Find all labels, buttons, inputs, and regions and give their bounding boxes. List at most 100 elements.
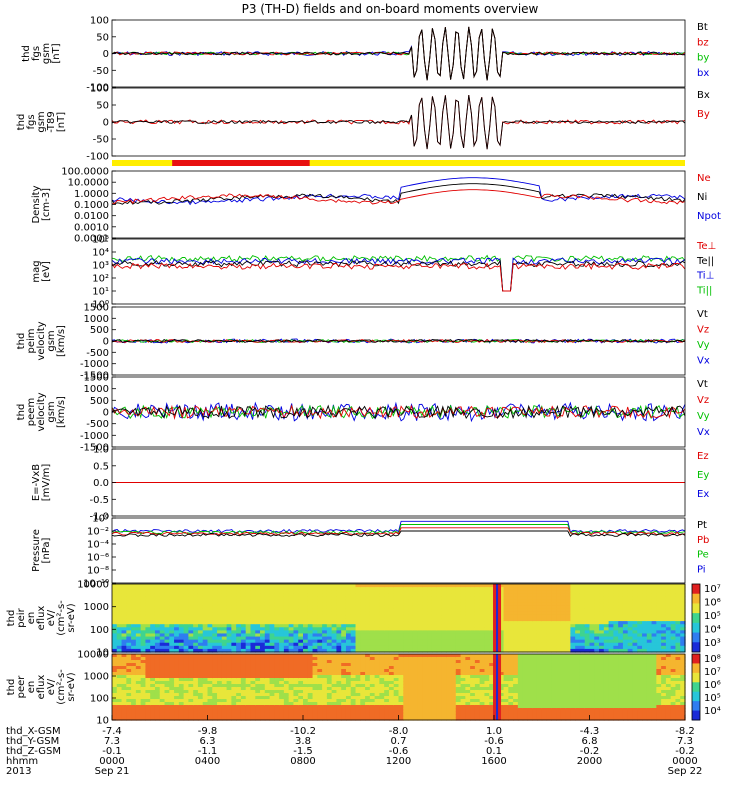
peir-spectrogram-cell (508, 614, 514, 619)
peer-spectrogram-cell (226, 660, 232, 664)
peir-spectrogram-cell (427, 633, 433, 638)
peir-spectrogram-cell (541, 587, 548, 591)
peer-spectrogram-cell (150, 705, 156, 709)
peer-spectrogram-cell (536, 684, 543, 688)
peir-spectrogram-cell (427, 602, 433, 607)
peer-spectrogram-cell (465, 702, 471, 706)
peir-spectrogram-cell (479, 633, 486, 638)
peir-spectrogram-cell (479, 642, 486, 647)
peer-spectrogram-cell (188, 717, 194, 721)
peir-spectrogram-cell (307, 590, 314, 594)
peer-spectrogram-cell (532, 687, 538, 691)
peer-spectrogram-cell (317, 714, 323, 718)
peir-spectrogram-cell (498, 608, 505, 613)
peer-spectrogram-cell (303, 696, 309, 700)
peir-spectrogram-cell (651, 639, 657, 644)
peir-spectrogram-cell (479, 624, 486, 628)
peer-spectrogram-cell (431, 711, 438, 715)
peir-spectrogram-cell (565, 611, 572, 616)
peer-spectrogram-cell (183, 675, 190, 679)
peir-spectrogram-cell (260, 614, 266, 619)
peer-spectrogram-cell (465, 690, 471, 694)
peer-spectrogram-cell (527, 678, 533, 682)
peer-spectrogram-cell (388, 702, 395, 706)
ylabel-line: fgs (31, 46, 42, 61)
peir-spectrogram-cell (260, 636, 266, 641)
peir-spectrogram-cell (283, 611, 290, 616)
peir-spectrogram-cell (154, 605, 161, 610)
peer-spectrogram-cell (126, 660, 132, 664)
peir-spectrogram-cell (331, 627, 338, 631)
peer-spectrogram-cell (183, 657, 190, 661)
peir-spectrogram-cell (508, 630, 514, 635)
peer-spectrogram-cell (484, 660, 490, 664)
peer-spectrogram-cell (322, 705, 328, 709)
peer-spectrogram-cell (508, 702, 514, 706)
peer-spectrogram-cell (556, 696, 562, 700)
peer-spectrogram-cell (150, 711, 156, 715)
peer-spectrogram-cell (498, 702, 505, 706)
peer-spectrogram-cell (474, 654, 481, 658)
peir-spectrogram-cell (303, 605, 309, 610)
peer-spectrogram-cell (517, 693, 524, 697)
peer-spectrogram-cell (279, 687, 285, 691)
peir-spectrogram-cell (350, 590, 357, 594)
peir-spectrogram-cell (579, 621, 586, 625)
peir-spectrogram-cell (355, 621, 361, 625)
peir-spectrogram-cell (345, 645, 352, 650)
peer-spectrogram-cell (345, 687, 352, 691)
peir-spectrogram-cell (174, 624, 180, 628)
peer-spectrogram-cell (345, 693, 352, 697)
peer-spectrogram-cell (236, 705, 242, 709)
peer-spectrogram-cell (135, 675, 142, 679)
peer-spectrogram-cell (451, 657, 457, 661)
peir-spectrogram-cell (288, 593, 295, 597)
peir-spectrogram-cell (317, 636, 323, 641)
peir-spectrogram-cell (613, 621, 619, 625)
peer-spectrogram-cell (408, 693, 414, 697)
peir-spectrogram-cell (283, 608, 290, 613)
peer-spectrogram-cell (331, 693, 338, 697)
peir-spectrogram-cell (541, 642, 548, 647)
peir-spectrogram-cell (126, 614, 132, 619)
peer-spectrogram-cell (431, 708, 438, 712)
peir-spectrogram-cell (312, 593, 318, 597)
peer-spectrogram-cell (303, 666, 309, 670)
peir-spectrogram-cell (589, 590, 595, 594)
peer-spectrogram-cell (126, 675, 132, 679)
peir-spectrogram-cell (212, 618, 218, 622)
peir-spectrogram-cell (236, 636, 242, 641)
peir-spectrogram-cell (145, 614, 151, 619)
peer-spectrogram-cell (240, 663, 247, 667)
peir-spectrogram-cell (579, 648, 586, 653)
peer-spectrogram-cell (159, 678, 166, 682)
peer-spectrogram-cell (350, 666, 357, 670)
peir-spectrogram-cell (451, 584, 457, 588)
peir-spectrogram-cell (608, 614, 614, 619)
peer-spectrogram-cell (159, 663, 166, 667)
peir-spectrogram-cell (560, 602, 567, 607)
peir-spectrogram-cell (642, 645, 648, 650)
peer-spectrogram-cell (231, 669, 237, 673)
peir-spectrogram-cell (159, 602, 166, 607)
peer-spectrogram-cell (403, 678, 409, 682)
peir-spectrogram-cell (513, 624, 519, 628)
peer-spectrogram-cell (279, 660, 285, 664)
peer-spectrogram-cell (479, 711, 486, 715)
peer-spectrogram-cell (212, 705, 218, 709)
peir-spectrogram-cell (236, 648, 242, 653)
peer-spectrogram-cell (326, 702, 333, 706)
peir-spectrogram-cell (613, 587, 619, 591)
peir-spectrogram-cell (116, 624, 123, 628)
peir-spectrogram-cell (417, 627, 423, 631)
peir-spectrogram-cell (489, 627, 495, 631)
peir-spectrogram-cell (651, 636, 657, 641)
peer-spectrogram-cell (417, 696, 423, 700)
peir-spectrogram-cell (565, 584, 572, 588)
peir-spectrogram-cell (121, 599, 127, 604)
peir-spectrogram-cell (121, 621, 127, 625)
peir-spectrogram-cell (174, 599, 180, 604)
peer-spectrogram-cell (355, 654, 361, 658)
peir-spectrogram-cell (551, 645, 557, 650)
